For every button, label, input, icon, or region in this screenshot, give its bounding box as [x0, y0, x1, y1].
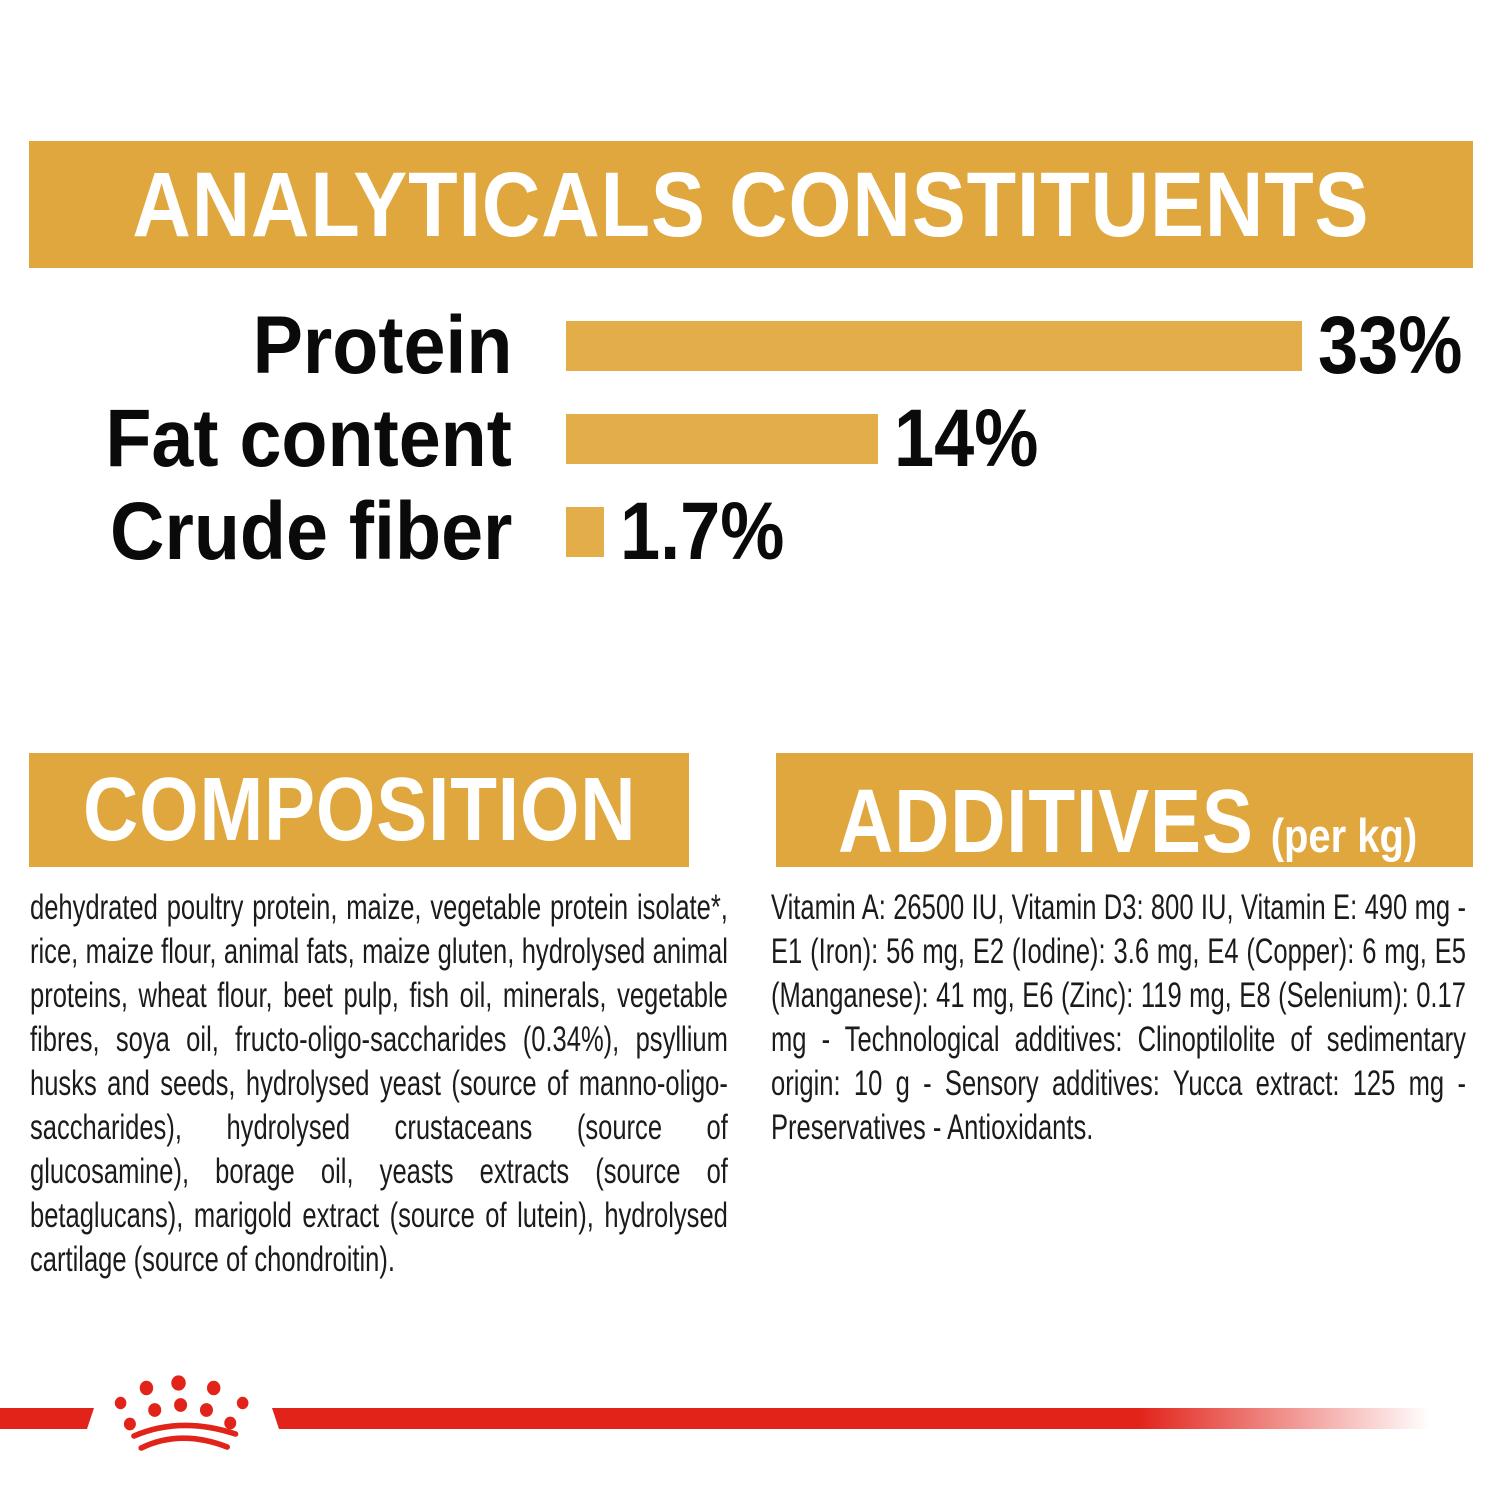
chart-value-label: 1.7% [620, 486, 785, 577]
composition-title: COMPOSITION [83, 760, 637, 860]
chart-row: Crude fiber 1.7% [0, 491, 1500, 573]
brand-divider-line-right [272, 1408, 1442, 1429]
chart-value-label: 33% [1318, 300, 1463, 391]
chart-bar [566, 414, 878, 464]
analytical-constituents-chart: Protein 33% Fat content 14% Crude fiber 1.7% [0, 0, 1500, 650]
additives-title: ADDITIVES [838, 772, 1254, 872]
chart-bar [566, 507, 604, 557]
royal-canin-crown-logo [114, 1375, 249, 1451]
crown-dots [114, 1375, 249, 1431]
analytical-constituents-title: ANALYTICALS CONSTITUENTS [132, 153, 1370, 256]
crown-base-arcs [131, 1422, 239, 1451]
additives-body-text: Vitamin A: 26500 IU, Vitamin D3: 800 IU,… [771, 888, 1466, 1147]
chart-category-label: Crude fiber [109, 486, 512, 577]
composition-banner: COMPOSITION [29, 753, 689, 867]
additives-banner: ADDITIVES (per kg) [776, 753, 1473, 867]
additives-title-group: ADDITIVES (per kg) [838, 777, 1417, 867]
chart-row: Protein 33% [0, 305, 1500, 387]
additives-title-suffix: (per kg) [1270, 809, 1418, 862]
chart-category-label: Protein [252, 300, 512, 391]
chart-bar [566, 321, 1302, 371]
chart-category-label: Fat content [105, 393, 512, 484]
brand-divider-line-left [0, 1408, 94, 1429]
chart-value-label: 14% [894, 393, 1039, 484]
chart-row: Fat content 14% [0, 398, 1500, 480]
analytical-constituents-banner: ANALYTICALS CONSTITUENTS [29, 141, 1473, 268]
composition-body-text: dehydrated poultry protein, maize, veget… [30, 888, 728, 1279]
